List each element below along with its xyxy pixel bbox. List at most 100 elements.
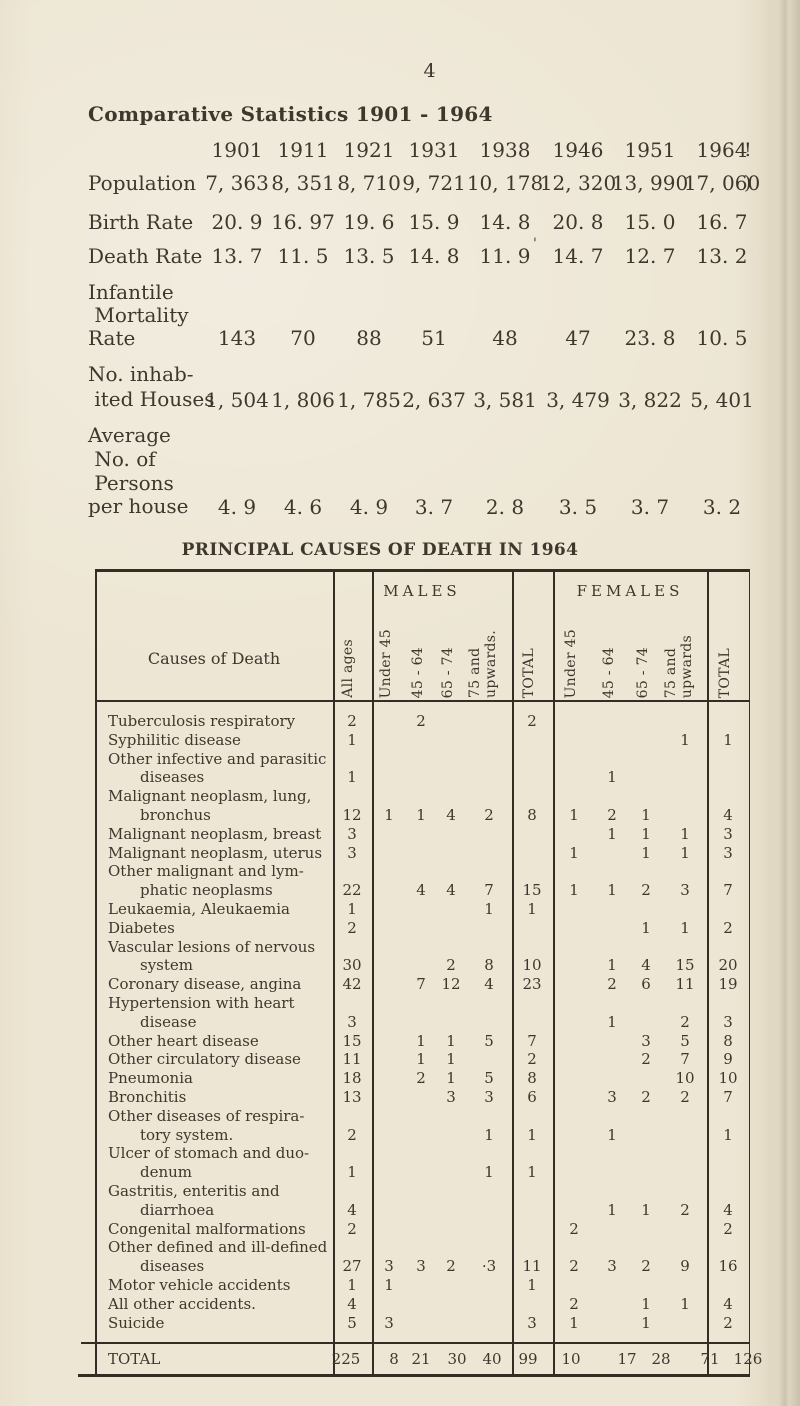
cell-value: 13	[342, 1087, 362, 1106]
cause-label: Tuberculosis respiratory	[95, 712, 750, 731]
cause-label: Syphilitic disease	[95, 731, 750, 750]
cause-label: Ulcer of stomach and duo-denum	[95, 1144, 750, 1182]
cause-label: Leukaemia, Aleukaemia	[95, 900, 750, 919]
cell-value: 1	[680, 1294, 690, 1313]
cell-value: 10	[522, 956, 542, 975]
year-label: 1901	[211, 138, 263, 162]
stat-value: 70	[290, 326, 316, 350]
cell-value: 19	[718, 975, 738, 994]
table-row: Other malignant and lym-phatic neoplasms…	[95, 862, 750, 900]
cell-value: 4	[723, 805, 733, 824]
stat-value: 16. 7	[696, 210, 748, 234]
total-cell-value: 126	[733, 1349, 763, 1368]
cell-value: 1	[607, 1012, 617, 1031]
cause-label: Suicide	[95, 1314, 750, 1333]
cell-value: 3	[527, 1313, 537, 1332]
cell-value: 2	[641, 1050, 651, 1069]
stat-value: 3. 7	[414, 495, 454, 519]
cell-value: 3	[680, 881, 690, 900]
cause-label-line: Suicide	[108, 1313, 165, 1332]
stat-value: 12, 320	[539, 171, 617, 195]
table-row: Bronchitis 13 3 3 6 3 2 2 7	[95, 1088, 750, 1107]
stat-label-line: per house	[88, 494, 189, 519]
table-row: Hypertension with heart disease 3 1 2 3	[95, 994, 750, 1032]
cell-value: 11	[342, 1050, 362, 1069]
divider-maletotal-females	[553, 569, 555, 1377]
stat-value: 143	[217, 326, 257, 350]
cause-label-line: Malignant neoplasm, breast	[108, 824, 322, 843]
stat-label-line: Average	[88, 423, 171, 447]
cause-label: Motor vehicle accidents	[95, 1276, 750, 1295]
cause-label: Congenital malformations	[95, 1220, 750, 1239]
cause-label-line: tory system.	[140, 1125, 234, 1144]
cause-label-line: Other malignant and lym-	[108, 862, 304, 881]
cell-value: 4	[347, 1294, 357, 1313]
table-row: Other circulatory disease 11 1 1 2 2 7 9	[95, 1050, 750, 1069]
stat-value: 16. 97	[271, 210, 335, 234]
stat-value: 11. 5	[277, 244, 329, 268]
table-top-border	[95, 569, 750, 572]
total-cell-value: 40	[482, 1349, 502, 1368]
cell-value: 1	[607, 768, 617, 787]
cell-value: 1	[641, 1294, 651, 1313]
cell-value: 8	[527, 1069, 537, 1088]
stat-label-line: No. inhab-	[88, 362, 194, 386]
cell-value: 2	[641, 881, 651, 900]
stat-row-inhabited-houses: No. inhab- ited Houses 1, 504 1, 806 1, 785…	[0, 362, 800, 412]
table-border-right	[748, 569, 750, 1377]
cell-value: 5	[347, 1313, 357, 1332]
stat-value: 3. 5	[558, 495, 598, 519]
col-header-male-75-up: 75 and upwards.	[467, 630, 499, 698]
stat-value: 13, 990	[611, 171, 689, 195]
cause-label-line: Other defined and ill-defined	[108, 1238, 328, 1257]
stat-label-line: Infantile	[88, 280, 174, 304]
stat-value: 13. 5	[343, 244, 395, 268]
cell-value: 1	[527, 899, 537, 918]
cause-label-line: Syphilitic disease	[108, 730, 241, 749]
stat-label-infantile-mortality-rate: Infantile Mortality Rate	[88, 281, 189, 350]
stat-row-birth-rate: Birth Rate 20. 9 16. 97 19. 6 15. 9 14. 8 20. …	[0, 210, 800, 234]
table-row: Suicide 5 3 3 1 1 2	[95, 1314, 750, 1333]
year-label: 1964	[696, 138, 748, 162]
cell-value: 2	[347, 918, 357, 937]
col-header-male-45-64: 45 - 64	[410, 646, 426, 698]
cell-value: 3	[347, 1012, 357, 1031]
table-row: Other infective and parasitic diseases 1 1	[95, 750, 750, 788]
total-cell-value: 99	[518, 1349, 538, 1368]
table-row: Diabetes 2 1 1 2	[95, 919, 750, 938]
cause-label-line: Gastritis, enteritis and	[108, 1181, 280, 1200]
table-row: All other accidents. 4 2 1 1 4	[95, 1295, 750, 1314]
cell-value: 1	[484, 899, 494, 918]
stat-value: 4. 9	[349, 495, 389, 519]
cell-value: 1	[484, 1125, 494, 1144]
cell-value: 2	[569, 1219, 579, 1238]
cell-value: 2	[527, 712, 537, 730]
doc-title: Comparative Statistics 1901 - 1964	[88, 102, 493, 126]
page-number: 4	[423, 60, 437, 82]
cell-value: 9	[680, 1257, 690, 1276]
cell-value: 11	[675, 975, 695, 994]
cell-value: 1	[723, 730, 733, 749]
cell-value: ·3	[481, 1257, 497, 1276]
scan-artifact-edge-mark: )	[744, 172, 752, 194]
cause-label-line: denum	[140, 1163, 193, 1182]
cell-value: 1	[384, 805, 394, 824]
cell-value: 4	[723, 1294, 733, 1313]
cell-value: 1	[607, 956, 617, 975]
cause-label: Gastritis, enteritis and diarrhoea	[95, 1182, 750, 1220]
table-border-left	[95, 569, 97, 1377]
cause-label-line: bronchus	[140, 805, 211, 824]
cell-value: 3	[607, 1087, 617, 1106]
cell-value: 6	[641, 975, 651, 994]
cell-value: 7	[527, 1031, 537, 1050]
year-label: 1931	[408, 138, 460, 162]
cause-label-line: Other circulatory disease	[108, 1050, 301, 1069]
cell-value: 1	[641, 843, 651, 862]
cell-value: 1	[641, 918, 651, 937]
stat-value: 4. 6	[283, 495, 323, 519]
stat-label-line: No. of	[88, 446, 156, 471]
table-row: Motor vehicle accidents 1 1 1	[95, 1276, 750, 1295]
cause-label: Other infective and parasitic diseases	[95, 750, 750, 788]
cell-value: 1	[416, 805, 426, 824]
table-row: Other diseases of respira-tory system. 2 1…	[95, 1107, 750, 1145]
